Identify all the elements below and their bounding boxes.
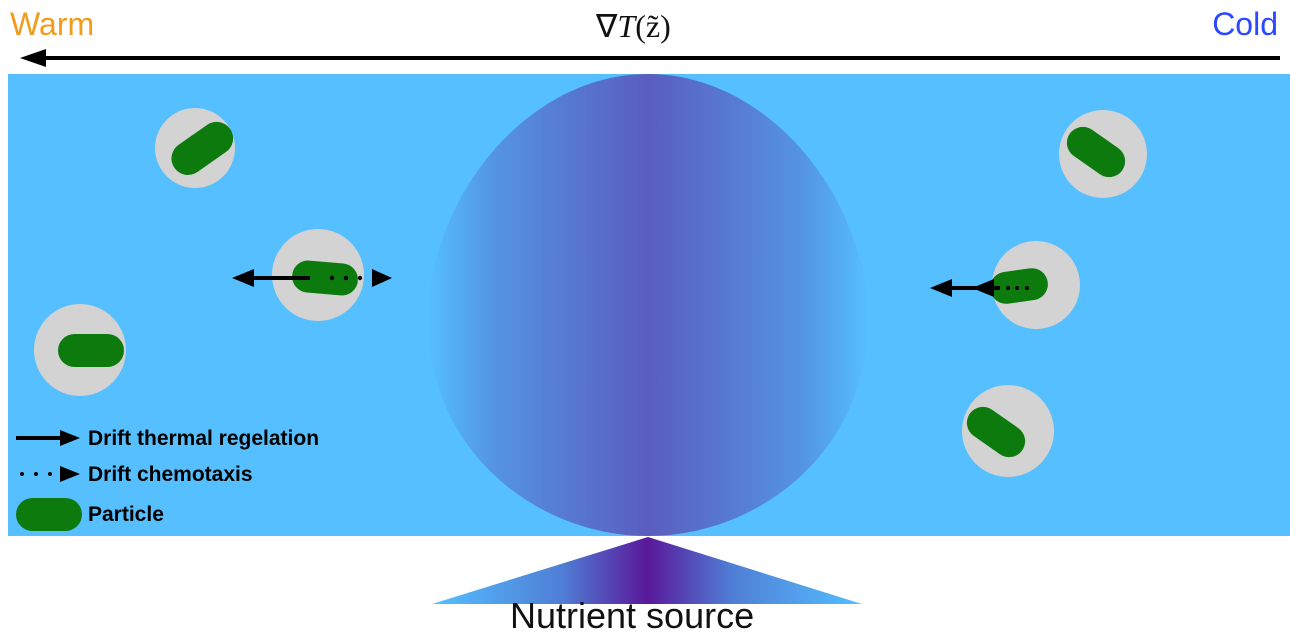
- gradient-variable: T: [617, 8, 636, 44]
- nabla-symbol: ∇: [596, 8, 618, 44]
- particle-3: [34, 304, 126, 396]
- temperature-gradient-label: ∇T(z̃): [596, 10, 671, 42]
- warm-label: Warm: [10, 6, 95, 42]
- legend-chemotaxis-arrow: [20, 466, 80, 482]
- nutrient-source-label: Nutrient source: [510, 595, 755, 636]
- nutrient-source-triangle: [432, 537, 862, 604]
- thermal-drift-arrow-left: [232, 269, 310, 287]
- temperature-gradient-arrow: [20, 49, 1280, 67]
- cold-label: Cold: [1212, 6, 1278, 42]
- legend-thermal-label: Drift thermal regelation: [88, 427, 320, 450]
- particle-1: [155, 108, 235, 188]
- legend-thermal-arrow: [16, 430, 80, 446]
- chemotaxis-drift-arrow-right: [972, 279, 1029, 297]
- particle-5: [990, 241, 1080, 329]
- legend-particle-label: Particle: [88, 503, 164, 526]
- particle-6: [962, 385, 1054, 477]
- legend-chemotaxis-label: Drift chemotaxis: [88, 463, 253, 486]
- chemotaxis-drift-arrow-left: [329, 269, 392, 287]
- particle-4: [1059, 110, 1147, 198]
- gradient-argument: (z̃): [635, 8, 671, 44]
- legend-particle-swatch: [16, 498, 82, 531]
- nutrient-plume: [428, 74, 868, 536]
- particle-2: [272, 229, 364, 321]
